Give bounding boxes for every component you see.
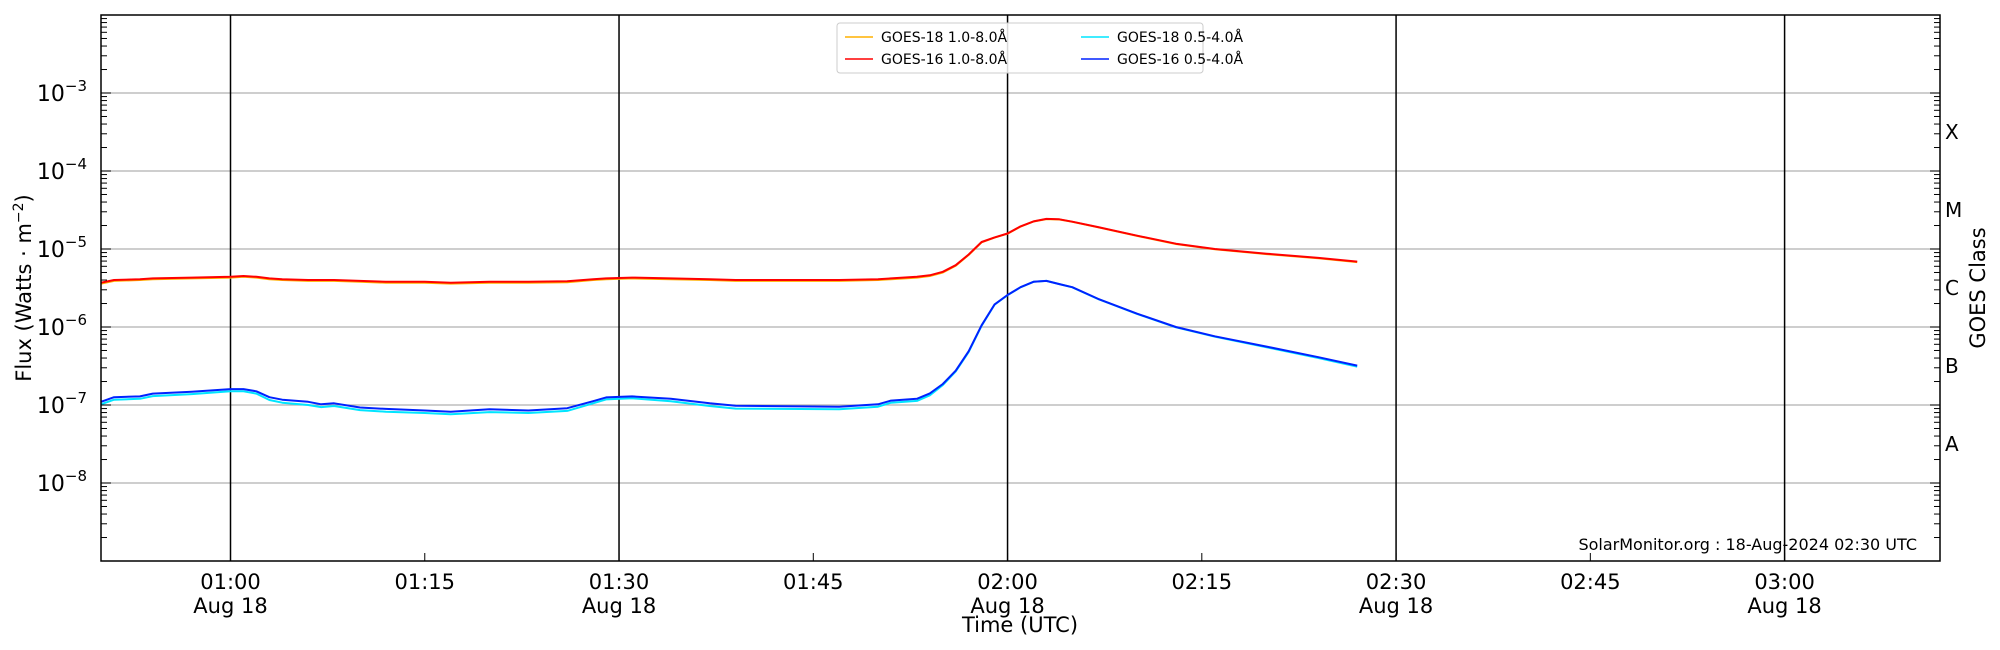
x-tick-date-label: Aug 18 [1747, 594, 1821, 618]
legend: GOES-18 1.0-8.0Å GOES-16 1.0-8.0Å GOES-18 … [836, 22, 1243, 74]
x-tick-label: 02:45 [1560, 570, 1621, 594]
y-axis-label: Flux (Watts · m−2) [11, 194, 36, 382]
y-tick-base: 10 [37, 472, 65, 497]
y-tick-label: 10−5 [37, 233, 87, 263]
series-line-2 [100, 279, 1358, 416]
y-tick-label: 10−4 [37, 155, 87, 185]
legend-label: GOES-18 1.0-8.0Å [881, 29, 1007, 46]
series-lines [100, 217, 1358, 416]
x-axis-label: Time (UTC) [961, 613, 1078, 637]
y-tick-exponent: −4 [65, 155, 87, 173]
legend-label: GOES-18 0.5-4.0Å [1117, 29, 1243, 46]
goes-class-label: C [1945, 276, 1959, 300]
axis-ticks [101, 18, 1940, 561]
y-tick-label: 10−3 [37, 77, 87, 107]
goes-class-axis-label: GOES Class [1966, 227, 1990, 348]
x-tick-label: 01:45 [783, 570, 844, 594]
y-axis-label-close: ) [12, 194, 36, 202]
y-tick-base: 10 [37, 82, 65, 107]
x-tick-label: 02:15 [1172, 570, 1233, 594]
y-tick-exponent: −3 [65, 77, 87, 95]
goes-class-label: X [1945, 120, 1959, 144]
x-tick-label: 01:00 [200, 570, 261, 594]
y-tick-exponent: −7 [65, 389, 87, 407]
y-axis-label-text: Flux (Watts · m [12, 223, 36, 382]
plot-frame [100, 14, 1941, 562]
y-tick-label: 10−7 [37, 389, 87, 419]
legend-label: GOES-16 1.0-8.0Å [881, 51, 1007, 68]
x-tick-date-label: Aug 18 [1359, 594, 1433, 618]
y-tick-base: 10 [37, 160, 65, 185]
x-tick-label: 02:00 [977, 570, 1038, 594]
x-tick-label: 01:30 [589, 570, 650, 594]
x-tick-date-label: Aug 18 [193, 594, 267, 618]
x-tick-date-label: Aug 18 [582, 594, 656, 618]
legend-box [836, 22, 1204, 74]
y-tick-base: 10 [37, 316, 65, 341]
y-tick-exponent: −5 [65, 233, 87, 251]
legend-label: GOES-16 0.5-4.0Å [1117, 51, 1243, 68]
y-tick-label: 10−8 [37, 467, 87, 497]
goes-class-label: M [1945, 198, 1962, 222]
y-tick-base: 10 [37, 238, 65, 263]
goes-class-label: A [1945, 432, 1959, 456]
y-tick-base: 10 [37, 394, 65, 419]
x-tick-label: 03:00 [1754, 570, 1815, 594]
goes-class-label: B [1945, 354, 1959, 378]
x-tick-label: 02:30 [1366, 570, 1427, 594]
x-tick-label: 01:15 [395, 570, 456, 594]
y-axis-label-sup: −2 [11, 202, 27, 223]
series-line-3 [100, 279, 1358, 413]
series-line-1 [100, 217, 1358, 284]
x-tick-date-label: Aug 18 [970, 594, 1044, 618]
y-tick-exponent: −6 [65, 311, 87, 329]
y-tick-exponent: −8 [65, 467, 87, 485]
gridlines [101, 92, 1940, 484]
chart-annotation: SolarMonitor.org : 18-Aug-2024 02:30 UTC [1578, 535, 1917, 554]
y-tick-label: 10−6 [37, 311, 87, 341]
day-marker-lines [229, 15, 1786, 561]
series-line-0 [100, 218, 1358, 285]
